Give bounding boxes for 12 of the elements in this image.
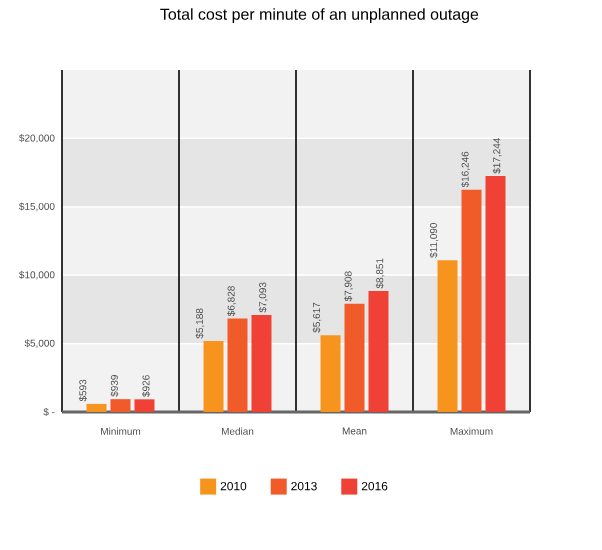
bar: [203, 341, 224, 412]
bar: [110, 399, 131, 412]
bar: [320, 335, 341, 412]
bar: [368, 290, 389, 412]
bar: [134, 399, 155, 412]
bar: [485, 176, 506, 412]
bar: [227, 318, 248, 412]
bar: [437, 260, 458, 412]
bar: [344, 303, 365, 412]
bar: [86, 403, 107, 412]
bar: [251, 314, 272, 412]
bar: [461, 189, 482, 412]
